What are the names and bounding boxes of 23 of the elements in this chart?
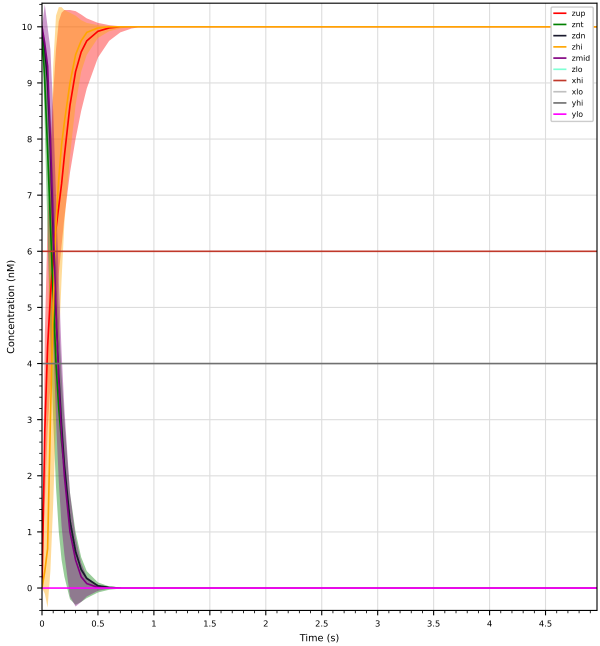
- x-tick-label: 2: [264, 620, 268, 627]
- y-axis-title: Concentration (nM): [6, 260, 16, 354]
- x-tick-label: 1.5: [204, 620, 216, 627]
- y-tick-label: 1: [28, 528, 32, 536]
- x-tick-label: 3: [376, 620, 380, 627]
- y-tick-label: 6: [28, 248, 32, 255]
- x-tick-label: 4.5: [539, 620, 552, 627]
- x-tick-label: 2.5: [316, 620, 328, 627]
- y-tick-label: 7: [28, 192, 32, 198]
- y-tick-label: 0: [28, 585, 32, 592]
- x-tick-label: 0.5: [92, 620, 104, 627]
- x-tick-label: 4: [487, 620, 492, 627]
- y-tick-label: 8: [28, 136, 32, 142]
- y-tick-label: 3: [28, 416, 32, 423]
- x-tick-label: 3.5: [428, 620, 440, 627]
- y-tick-label: 10: [22, 24, 32, 30]
- x-axis-title: Time (s): [300, 634, 338, 642]
- y-tick-label: 2: [28, 472, 32, 479]
- y-tick-label: 9: [28, 80, 32, 86]
- x-tick-label: 0: [40, 620, 44, 627]
- y-tick-label: 4: [27, 360, 32, 367]
- x-tick-label: 1: [152, 620, 156, 627]
- y-tick-label: 5: [28, 304, 32, 311]
